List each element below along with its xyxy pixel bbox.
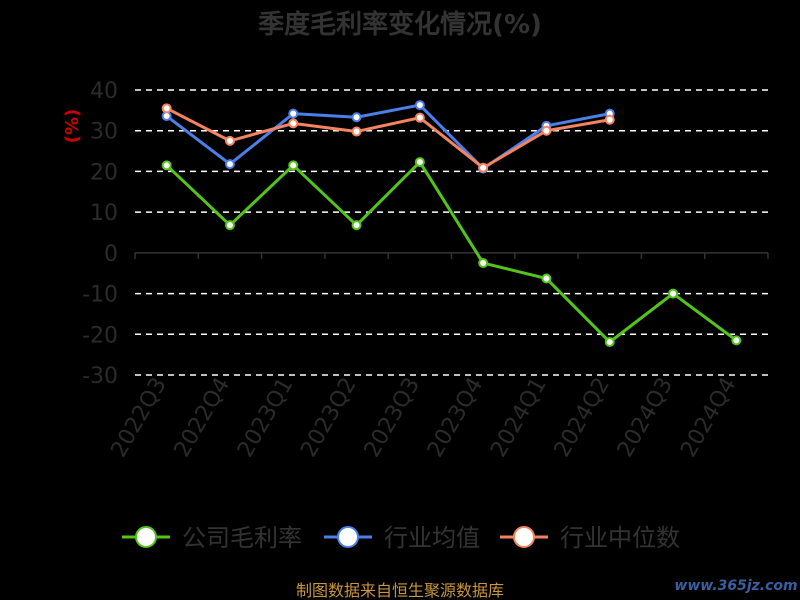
y-tick-label: 20 [90,160,118,185]
series-2 [161,100,615,174]
grid-lines [135,89,768,376]
series-line [165,160,738,344]
data-point [288,160,299,171]
chart-title: 季度毛利率变化情况(%) [258,9,542,40]
data-point [478,162,489,173]
series-3 [161,103,615,173]
x-axis-ticks: 2022Q32022Q42023Q12023Q22023Q32023Q42024… [107,374,742,462]
data-point [288,108,299,119]
y-tick-label: 0 [104,242,118,267]
data-point [731,335,742,346]
y-tick-label: 40 [90,79,118,104]
x-tick-label: 2024Q1 [486,374,551,462]
watermark: www.365jz.com [674,578,797,594]
y-tick-label: 10 [90,201,118,226]
legend: 公司毛利率 行业均值 行业中位数 [122,524,680,552]
data-point [224,220,235,231]
data-point [351,112,362,123]
legend-label: 行业均值 [384,524,480,552]
legend-label: 行业中位数 [560,524,680,552]
y-tick-label: -10 [82,283,118,308]
series-lines [161,100,742,348]
data-point [414,100,425,111]
data-point [351,220,362,231]
data-point [161,103,172,114]
data-point [668,288,679,299]
legend-swatch-marker [513,526,535,548]
data-point [351,126,362,137]
legend-swatch-marker [337,526,359,548]
data-point [414,157,425,168]
x-tick-label: 2023Q1 [233,374,298,462]
data-point [414,112,425,123]
x-tick-label: 2023Q4 [423,374,488,462]
legend-item[interactable]: 行业均值 [324,524,480,552]
data-point [541,273,552,284]
x-tick-label: 2024Q4 [676,374,741,462]
x-tick-label: 2023Q3 [360,374,425,462]
y-tick-label: -20 [82,323,118,348]
legend-label: 公司毛利率 [182,524,302,552]
legend-item[interactable]: 行业中位数 [500,524,680,552]
series-line [165,106,611,170]
x-tick-label: 2022Q4 [170,374,235,462]
data-point [478,258,489,269]
x-axis [134,252,769,259]
data-point [224,159,235,170]
data-point [161,160,172,171]
x-tick-label: 2024Q2 [550,374,615,462]
data-point [604,114,615,125]
legend-item[interactable]: 公司毛利率 [122,524,302,552]
series-1 [161,157,742,348]
data-point [288,118,299,129]
y-axis-unit-label: (%) [62,109,83,144]
y-axis-ticks: 40 30 20 10 0 -10 -20 -30 [82,79,118,389]
y-tick-label: 30 [90,120,118,145]
series-line [165,103,611,171]
legend-swatch-marker [135,526,157,548]
x-tick-label: 2023Q2 [296,374,361,462]
y-tick-label: -30 [82,364,118,389]
data-point [604,337,615,348]
data-point [224,135,235,146]
x-tick-label: 2024Q3 [613,374,678,462]
data-point [541,125,552,136]
data-source-note: 制图数据来自恒生聚源数据库 [296,581,504,600]
